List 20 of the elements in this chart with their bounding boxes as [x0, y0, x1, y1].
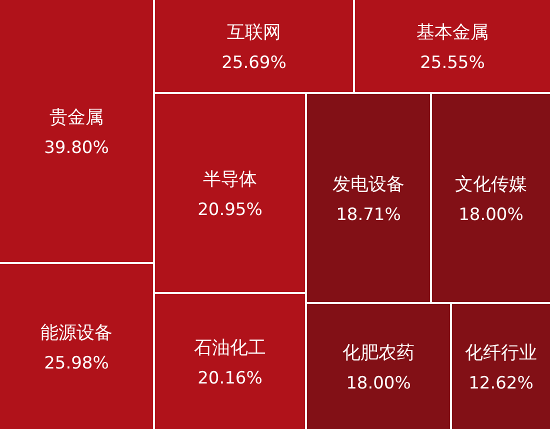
data-label: 18.00%	[346, 374, 411, 394]
category-label: 化肥农药	[342, 342, 414, 364]
data-label: 18.00%	[458, 205, 524, 225]
category-label: 石油化工	[194, 338, 266, 358]
data-label: 25.98%	[44, 354, 109, 374]
data-label: 20.16%	[198, 368, 262, 388]
data-label: 12.62%	[468, 374, 534, 394]
data-label: 18.71%	[336, 205, 401, 225]
data-label: 20.95%	[198, 200, 262, 220]
category-label: 半导体	[203, 169, 257, 190]
data-label: 39.80%	[44, 138, 109, 158]
category-label: 基本金属	[416, 22, 488, 43]
category-label: 文化传媒	[455, 174, 527, 195]
data-label: 25.55%	[420, 53, 485, 73]
category-label: 化纤行业	[465, 342, 537, 364]
category-label: 发电设备	[332, 174, 404, 195]
data-label: 25.69%	[222, 53, 286, 73]
category-label: 互联网	[227, 22, 281, 43]
category-label: 能源设备	[40, 322, 112, 344]
category-label: 贵金属	[50, 107, 104, 128]
